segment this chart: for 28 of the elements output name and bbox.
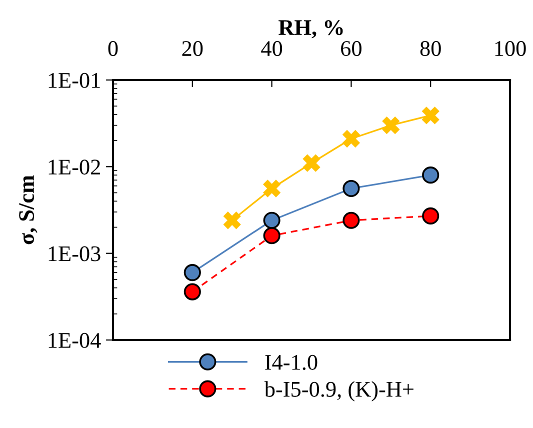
y-tick-label: 1E-01 <box>48 72 100 88</box>
x-tick-label: 60 <box>341 41 362 56</box>
legend-label: b-I5-0.9, (K)-H+ <box>264 381 414 402</box>
point <box>263 227 280 244</box>
x-tick-label: 80 <box>420 41 441 56</box>
point <box>342 212 360 229</box>
point <box>184 283 201 300</box>
point <box>342 130 360 148</box>
x-tick-label: 100 <box>495 41 526 56</box>
point <box>263 180 280 198</box>
y-tick-label: 1E-02 <box>48 160 100 175</box>
x-axis-title: RH, % <box>278 20 343 38</box>
point <box>263 212 280 229</box>
y-tick-label: 1E-04 <box>48 332 101 348</box>
y-axis-title: σ, S/cm <box>19 175 38 244</box>
legend-label: I4-1.0 <box>265 354 318 370</box>
point <box>382 116 400 134</box>
point <box>342 180 360 198</box>
y-tick-label: 1E-03 <box>48 246 100 262</box>
point <box>302 154 320 172</box>
x-tick-label: 0 <box>108 41 118 56</box>
point <box>223 212 241 230</box>
point <box>422 166 440 184</box>
x-tick-label: 40 <box>261 41 282 56</box>
point <box>422 106 440 124</box>
point <box>184 264 201 282</box>
x-tick-label: 20 <box>182 41 203 56</box>
point <box>422 207 440 224</box>
